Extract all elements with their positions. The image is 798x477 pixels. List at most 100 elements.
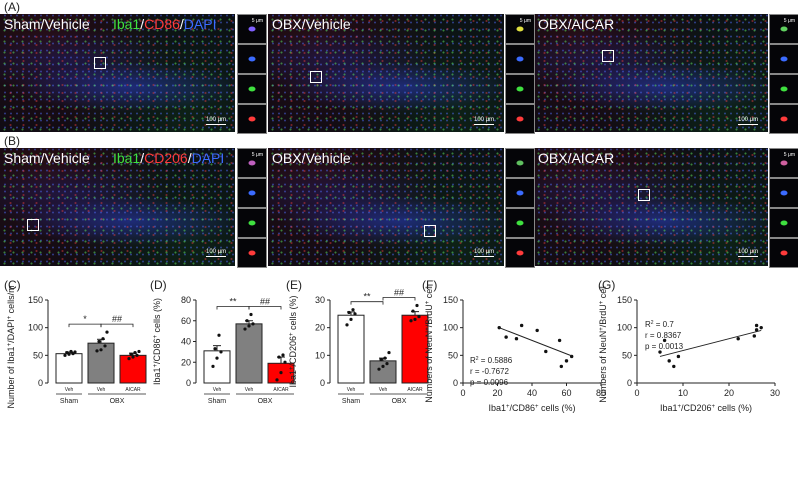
y-tick-label: 30 <box>315 295 325 305</box>
label-part: cells <box>598 286 608 301</box>
x-tick-label: 20 <box>492 388 502 398</box>
label-part: + <box>153 364 159 368</box>
data-point <box>245 319 249 323</box>
p-label: p = 0.0096 <box>470 378 509 387</box>
label-part: cells (%) <box>539 403 576 413</box>
data-point <box>383 356 387 360</box>
inset-iba1 <box>505 74 535 104</box>
inset-column-b-obx-aicar: 5 μm <box>769 148 798 268</box>
data-point <box>219 350 223 354</box>
y-tick-label: 0 <box>38 378 43 388</box>
significance-label: ** <box>363 292 371 302</box>
data-point <box>415 303 419 308</box>
panel-label-b: (B) <box>4 134 20 148</box>
x-tick-label: 40 <box>527 388 537 398</box>
category-label: AICAR <box>125 387 141 393</box>
data-point <box>504 335 508 339</box>
bar <box>369 360 397 384</box>
scale-bar: 100 μm <box>206 117 227 125</box>
label-part: Iba1 <box>660 403 678 413</box>
label-part: /CD86 <box>152 338 162 364</box>
inset-column-b-obx-vehicle <box>505 148 535 268</box>
r2-prefix: R <box>645 320 651 329</box>
y-tick-label: 100 <box>28 323 43 333</box>
data-point <box>211 364 215 368</box>
x-tick-label: 10 <box>678 388 688 398</box>
label-part: Numbers of NeuN <box>598 331 608 403</box>
significance-bracket <box>248 306 282 310</box>
data-point <box>99 348 103 352</box>
bar <box>401 314 429 384</box>
panel-label-a: (A) <box>4 0 20 14</box>
data-point <box>277 355 281 359</box>
inset-column-a-sham: 5 μm <box>237 14 267 134</box>
data-point <box>249 312 253 317</box>
data-point <box>69 349 73 354</box>
significance-bracket <box>350 301 384 305</box>
r2-prefix: R <box>470 356 476 365</box>
data-point <box>133 350 137 355</box>
significance-bracket <box>68 323 102 328</box>
y-tick-label: 150 <box>443 295 458 305</box>
inset-cd206 <box>769 238 798 268</box>
data-point <box>129 352 133 356</box>
y-tick-label: 50 <box>448 350 458 360</box>
x-tick-label: 80 <box>596 388 606 398</box>
scale-bar: 100 μm <box>738 249 759 257</box>
y-tick-label: 0 <box>453 378 458 388</box>
data-point <box>351 308 355 312</box>
data-point <box>413 317 417 321</box>
bar <box>55 353 83 384</box>
image-label: Sham/Vehicle Iba1/CD86/DAPI <box>4 16 217 32</box>
inset-iba1 <box>237 208 267 238</box>
inset-cd206 <box>505 238 535 268</box>
data-point <box>658 350 662 354</box>
inset-merge: 5 μm <box>237 14 267 44</box>
micrograph-b-obx-aicar: OBX/AICAR 100 μm <box>534 148 768 266</box>
y-tick-label: 20 <box>181 357 191 367</box>
regression-line <box>659 329 762 357</box>
label-part: cells <box>424 286 434 301</box>
y-axis-label: Iba1+/CD86+ cells (%) <box>152 298 162 385</box>
r-label: r = -0.7672 <box>470 367 509 376</box>
label-part: + <box>425 300 431 304</box>
y-tick-label: 10 <box>315 350 325 360</box>
y-tick-label: 0 <box>186 378 191 388</box>
data-point <box>736 337 740 341</box>
panel-label-e: (E) <box>286 278 302 292</box>
data-point <box>247 324 251 328</box>
label-part: + <box>535 404 539 410</box>
y-tick-label: 100 <box>443 323 458 333</box>
data-point <box>63 353 67 357</box>
significance-label: * <box>83 314 87 324</box>
data-point <box>65 350 69 355</box>
roi-box <box>27 219 39 231</box>
image-label: OBX/Vehicle <box>272 150 351 166</box>
y-axis-label: Iba1+/CD206+ cells (%) <box>288 295 298 387</box>
scale-bar: 100 μm <box>206 249 227 257</box>
y-axis-label: Numbers of NeuN+/BrdU+ cells <box>424 286 434 403</box>
category-label: Veh <box>379 387 388 393</box>
label-part: /BrdU <box>424 304 434 327</box>
image-label: OBX/Vehicle <box>272 16 351 32</box>
image-label: Sham/Vehicle Iba1/CD206/DAPI <box>4 150 225 166</box>
label-part: Numbers of NeuN <box>424 331 434 403</box>
data-point <box>97 339 101 344</box>
bar <box>203 350 231 384</box>
micrograph-b-sham: Sham/Vehicle Iba1/CD206/DAPI 100 μm <box>0 148 235 266</box>
r2-sup: 2 <box>476 356 479 362</box>
label-part: Iba1 <box>288 370 298 388</box>
r-squared-label: R2 = 0.5886 <box>470 356 513 365</box>
category-label: Veh <box>347 387 356 393</box>
data-point <box>535 328 539 333</box>
significance-label: ## <box>260 297 270 307</box>
label-part: cells (%) <box>152 298 162 335</box>
inset-iba1 <box>237 74 267 104</box>
data-point <box>676 354 681 359</box>
micrograph-a-sham: Sham/Vehicle Iba1/CD86/DAPI 100 μm <box>0 14 235 132</box>
y-tick-label: 20 <box>315 323 325 333</box>
data-point <box>131 355 135 359</box>
inset-cd206 <box>237 238 267 268</box>
inset-merge: 5 μm <box>505 14 535 44</box>
